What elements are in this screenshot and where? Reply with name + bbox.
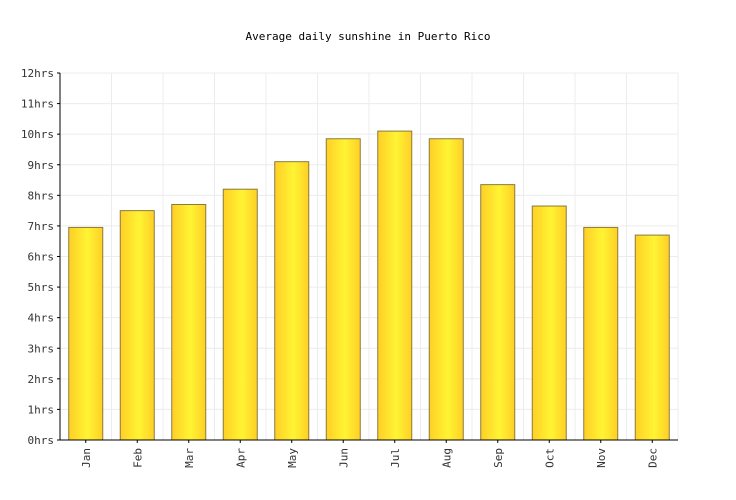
y-tick-label: 10hrs: [21, 128, 54, 141]
x-tick-label: May: [286, 448, 299, 468]
x-tick-label: Nov: [595, 448, 608, 468]
x-tick-label: Feb: [131, 448, 144, 468]
bar-nov: [583, 226, 619, 441]
bar-feb: [119, 210, 155, 441]
y-tick-label: 1hrs: [28, 403, 55, 416]
x-tick-label: Oct: [543, 448, 556, 468]
y-tick-label: 12hrs: [21, 67, 54, 80]
bar-apr: [222, 188, 258, 441]
bar-jan: [68, 226, 104, 441]
y-tick-label: 4hrs: [28, 312, 55, 325]
bar-mar: [171, 204, 207, 441]
y-tick-label: 0hrs: [28, 434, 55, 447]
y-tick-label: 2hrs: [28, 373, 55, 386]
y-tick-labels: 0hrs 1hrs 2hrs 3hrs 4hrs 5hrs 6hrs 7hrs 8hrs 9hrs…: [21, 67, 54, 447]
bar-oct: [531, 205, 567, 441]
y-tick-label: 6hrs: [28, 251, 55, 264]
y-tick-label: 8hrs: [28, 189, 55, 202]
bar-jun: [325, 138, 361, 441]
y-tick-label: 11hrs: [21, 98, 54, 111]
x-tick-labels: Jan Feb Mar Apr May Jun Jul Aug Sep Oct Nov Dec: [80, 448, 660, 468]
bars: [68, 130, 670, 441]
x-tick-label: Jul: [389, 448, 402, 468]
chart-title: Average daily sunshine in Puerto Rico: [245, 30, 491, 43]
x-tick-label: Dec: [646, 448, 659, 468]
x-tick-label: Jan: [80, 448, 93, 468]
y-tick-label: 5hrs: [28, 281, 55, 294]
x-tick-label: Jun: [337, 448, 350, 468]
y-tick-label: 7hrs: [28, 220, 55, 233]
axes: [57, 72, 678, 443]
bar-aug: [428, 138, 464, 441]
y-tick-label: 3hrs: [28, 342, 55, 355]
x-tick-label: Aug: [440, 448, 453, 468]
bar-may: [274, 161, 310, 441]
x-tick-label: Mar: [183, 448, 196, 468]
x-tick-label: Sep: [492, 448, 505, 468]
x-tick-label: Apr: [234, 448, 247, 468]
y-tick-label: 9hrs: [28, 159, 55, 172]
bar-dec: [634, 234, 670, 441]
bar-sep: [480, 184, 516, 441]
bar-jul: [377, 130, 413, 441]
